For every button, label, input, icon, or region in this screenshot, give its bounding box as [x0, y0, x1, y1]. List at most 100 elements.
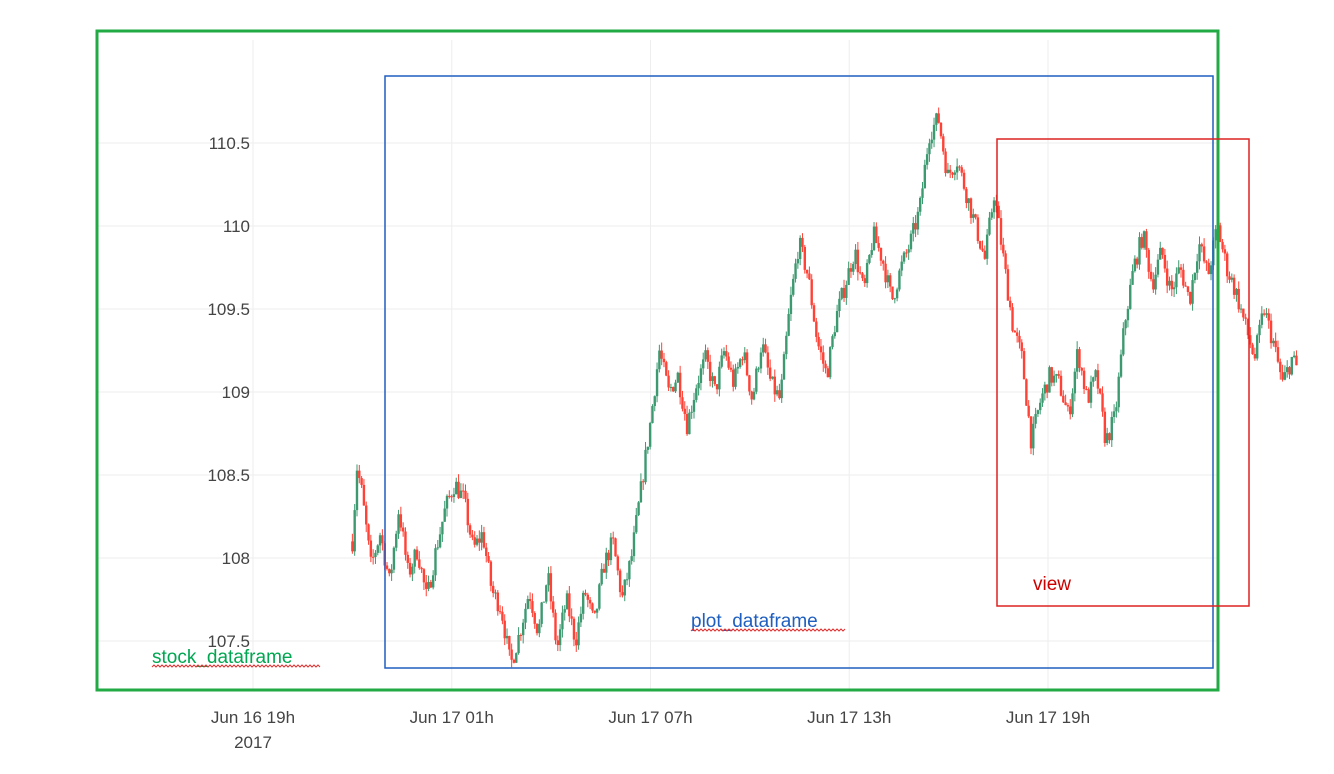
candle-body: [748, 375, 751, 392]
candle-body: [676, 372, 680, 383]
candle-body: [815, 321, 818, 337]
candle: [475, 535, 479, 547]
candle: [510, 643, 513, 668]
candle-body: [429, 581, 433, 588]
candle: [856, 241, 860, 281]
candle: [1260, 306, 1264, 329]
candle-body: [464, 490, 467, 499]
candle-body: [722, 351, 726, 356]
candle-body: [780, 379, 783, 399]
candle-body: [708, 361, 712, 381]
candle-body: [1069, 406, 1072, 415]
candle: [794, 258, 797, 283]
candle-body: [882, 260, 885, 264]
candle-body: [937, 113, 940, 123]
candle: [388, 568, 391, 577]
candle-body: [852, 264, 855, 272]
candle: [1191, 274, 1194, 311]
candle: [942, 133, 945, 155]
candle-body: [678, 372, 682, 398]
candle: [1135, 256, 1139, 269]
candle-body: [792, 278, 795, 295]
candle-body: [390, 569, 393, 574]
candle-body: [1064, 402, 1067, 406]
candle-body: [489, 561, 493, 586]
candle: [939, 122, 943, 139]
candle: [1105, 427, 1109, 446]
candle: [1189, 291, 1192, 306]
y-tick-label: 109: [222, 383, 250, 402]
candle: [1011, 303, 1014, 333]
candle-body: [1214, 229, 1217, 241]
candle-body: [801, 237, 804, 247]
candle: [385, 562, 389, 571]
candle: [828, 346, 832, 380]
candle: [907, 244, 910, 260]
candle: [1006, 264, 1010, 301]
candle: [1251, 342, 1254, 355]
candle: [699, 364, 703, 391]
candle: [457, 474, 460, 500]
candle-body: [586, 594, 590, 600]
candle: [1288, 366, 1291, 380]
candle: [1145, 228, 1148, 258]
candle: [745, 349, 749, 377]
candle: [369, 534, 373, 563]
candle-body: [738, 359, 742, 367]
candle: [621, 585, 624, 598]
candle: [1032, 416, 1035, 456]
candle: [632, 525, 636, 563]
candle-body: [524, 608, 527, 623]
candle-body: [1110, 416, 1113, 441]
candle: [738, 357, 742, 369]
candle: [588, 597, 592, 610]
candle-body: [1260, 313, 1264, 325]
candle: [683, 401, 686, 421]
candle: [579, 606, 583, 628]
candle-body: [496, 592, 499, 612]
candle-body: [842, 287, 846, 298]
candle: [616, 554, 620, 576]
candle: [468, 523, 472, 538]
candle-body: [768, 367, 772, 379]
candle: [891, 286, 894, 301]
candle-body: [1244, 317, 1247, 319]
y-tick-label: 109.5: [207, 300, 250, 319]
candle-body: [450, 496, 453, 498]
candle: [960, 164, 963, 177]
candle: [1170, 275, 1173, 297]
candle-body: [598, 584, 601, 609]
candle: [762, 337, 765, 357]
candle: [1126, 305, 1130, 328]
candle-body: [1009, 300, 1012, 308]
candle-body: [1052, 375, 1056, 383]
candle: [722, 347, 726, 359]
candle-body: [1179, 267, 1183, 270]
candle-body: [637, 502, 640, 516]
candle-body: [1239, 308, 1243, 310]
candle-body: [759, 352, 763, 369]
candle-body: [1059, 375, 1063, 396]
candle-body: [858, 272, 862, 274]
candle-body: [1085, 388, 1088, 390]
candle: [868, 254, 871, 265]
candle-body: [1140, 237, 1143, 248]
candle-body: [635, 515, 638, 533]
candle-body: [1230, 277, 1234, 280]
candle: [581, 590, 585, 620]
candle: [1124, 319, 1127, 336]
candle-body: [1186, 286, 1190, 292]
candle-body: [445, 495, 449, 509]
candle: [598, 582, 601, 611]
candle: [685, 405, 689, 436]
candle: [720, 348, 723, 369]
candle-body: [431, 575, 435, 588]
candle-body: [879, 247, 883, 261]
candle: [397, 509, 400, 539]
candle-body: [1272, 340, 1275, 344]
candle-body: [962, 172, 966, 189]
candle-body: [845, 284, 848, 298]
candle: [572, 616, 576, 647]
candle: [1221, 238, 1224, 253]
candle: [528, 592, 532, 610]
